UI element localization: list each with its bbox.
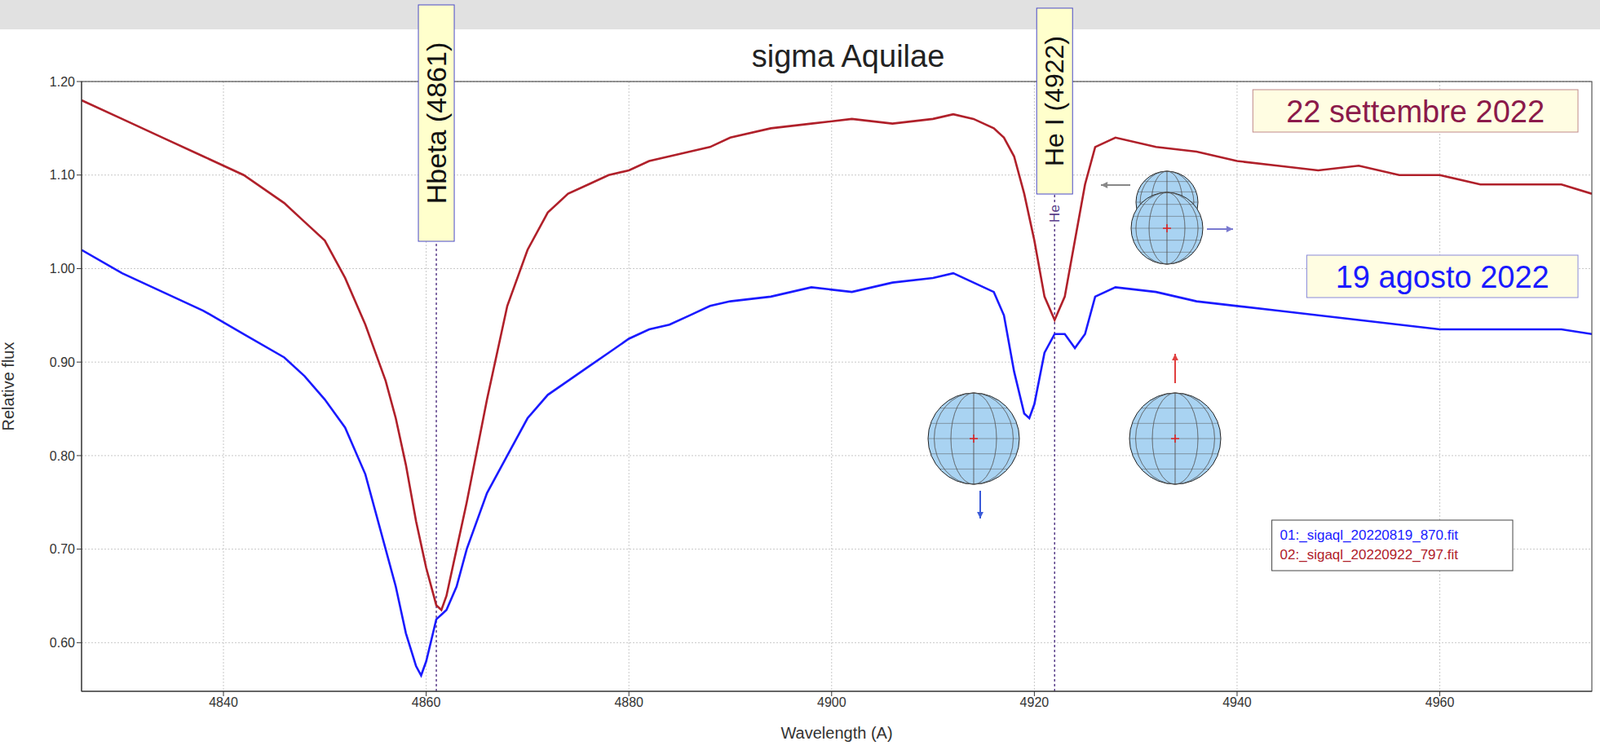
svg-text:4900: 4900 [817, 695, 847, 710]
svg-text:0.70: 0.70 [49, 542, 76, 557]
svg-text:sigma Aquilae: sigma Aquilae [751, 39, 946, 74]
svg-text:0.90: 0.90 [49, 355, 76, 370]
svg-text:4920: 4920 [1020, 695, 1050, 710]
svg-text:01:_sigaql_20220819_870.fit: 01:_sigaql_20220819_870.fit [1280, 527, 1459, 544]
svg-text:Relative flux: Relative flux [0, 342, 18, 432]
svg-text:He I (4922): He I (4922) [1039, 35, 1070, 167]
svg-text:He: He [1047, 204, 1063, 223]
svg-text:4840: 4840 [208, 695, 239, 710]
svg-text:Wavelength (A): Wavelength (A) [780, 724, 893, 743]
svg-text:02:_sigaql_20220922_797.fit: 02:_sigaql_20220922_797.fit [1280, 547, 1459, 563]
svg-text:1.00: 1.00 [49, 261, 76, 276]
svg-text:1.10: 1.10 [49, 167, 76, 182]
svg-text:19 agosto 2022: 19 agosto 2022 [1335, 260, 1550, 295]
svg-text:0.60: 0.60 [49, 636, 76, 650]
svg-text:1.20: 1.20 [49, 75, 76, 89]
svg-text:4940: 4940 [1222, 695, 1252, 710]
svg-text:Hbeta (4861): Hbeta (4861) [420, 42, 452, 204]
svg-text:4960: 4960 [1425, 695, 1455, 710]
svg-text:4860: 4860 [411, 695, 442, 710]
svg-text:0.80: 0.80 [49, 449, 76, 464]
svg-text:22 settembre 2022: 22 settembre 2022 [1286, 94, 1545, 129]
svg-text:4880: 4880 [614, 695, 644, 710]
